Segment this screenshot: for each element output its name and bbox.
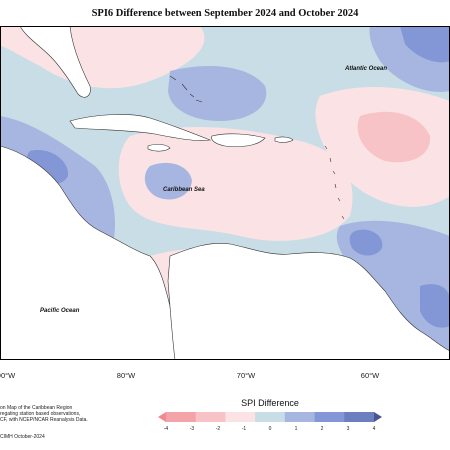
land-florida (19, 26, 91, 98)
dry-region-caribbean (118, 126, 353, 241)
legend-arrow-left (158, 412, 166, 422)
dry-region-mid (357, 111, 431, 163)
legend-title: SPI Difference (241, 398, 299, 408)
land-puerto-rico (274, 136, 294, 143)
land-lesser-antilles (324, 145, 345, 220)
legend-swatch (284, 412, 315, 422)
wet-region-east (336, 220, 450, 360)
legend-tick-label: 1 (295, 426, 298, 432)
wet-region-caribbean-sea (144, 162, 192, 200)
wet-region-east-dark (349, 229, 383, 256)
legend-tick-label: 4 (373, 426, 376, 432)
lon-tick-80w: 80°W (116, 371, 136, 380)
lon-tick-70w: 70°W (236, 371, 256, 380)
legend-swatch (314, 412, 345, 422)
color-legend: -4 -3 -2 -1 0 1 2 3 4 (158, 412, 382, 432)
legend-tick-label: -2 (216, 426, 221, 432)
legend-tick-label: 0 (269, 426, 272, 432)
legend-arrow-right (374, 412, 382, 422)
label-atlantic-ocean: Atlantic Ocean (344, 66, 387, 72)
credit-line-2: regating station based observations, (0, 411, 81, 417)
legend-tick-label: -1 (242, 426, 247, 432)
wet-region-northeast-dark (400, 26, 450, 63)
legend-swatch (344, 412, 375, 422)
legend-tick-label: 2 (321, 426, 324, 432)
legend-swatch (225, 412, 256, 422)
legend-tick-label: 3 (347, 426, 350, 432)
credit-line-3: CF, with NCEP/NCAR Reanalysis Data. (0, 417, 88, 423)
legend-tick-label: -4 (164, 426, 169, 432)
legend-tick-label: -3 (190, 426, 195, 432)
label-caribbean-sea: Caribbean Sea (163, 187, 205, 193)
wet-region-cuba (168, 66, 267, 121)
wet-region-far-east (420, 284, 450, 328)
credit-line-1: on Map of the Caribbean Region (0, 405, 73, 411)
legend-swatch (195, 412, 226, 422)
lon-tick-90w: 90°W (0, 371, 16, 380)
legend-swatch (255, 412, 286, 422)
credit-line-4: CIMH October-2024 (0, 434, 45, 440)
spi-difference-map: Atlantic Ocean Caribbean Sea Pacific Oce… (0, 26, 450, 360)
land-cuba (69, 114, 212, 141)
land-south-america (167, 243, 450, 360)
lon-tick-60w: 60°W (360, 371, 380, 380)
land-jamaica (147, 143, 171, 152)
land-hispaniola (211, 133, 266, 148)
map-title: SPI6 Difference between September 2024 a… (91, 8, 359, 19)
label-pacific-ocean: Pacific Ocean (40, 308, 80, 314)
legend-swatch (166, 412, 197, 422)
land-bahamas (169, 75, 203, 103)
